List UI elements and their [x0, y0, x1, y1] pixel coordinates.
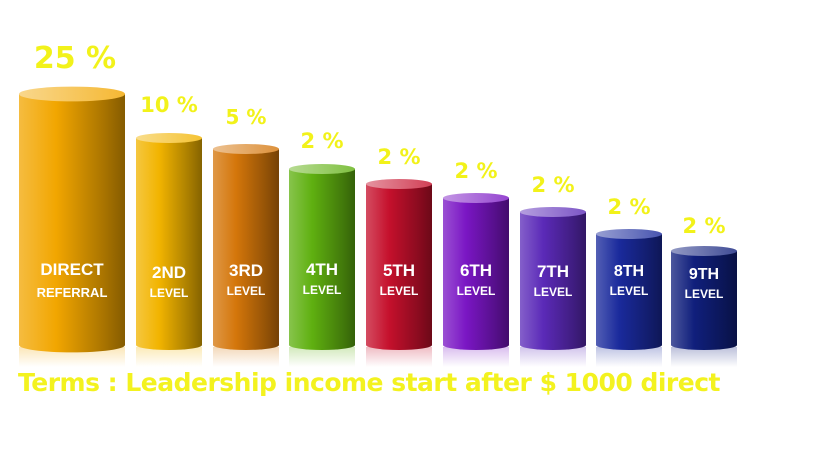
- bar-7: [520, 212, 586, 350]
- value-label-1: 25 %: [34, 41, 116, 76]
- bar-2: [136, 138, 202, 350]
- bar-3: [213, 149, 279, 350]
- value-label-6: 2 %: [455, 159, 498, 183]
- bar-group-6: 6TH LEVEL 2 %: [443, 159, 509, 367]
- bar-label-5-line2: LEVEL: [380, 284, 419, 298]
- bar-label-8-line2: LEVEL: [610, 284, 649, 298]
- bar-top-8: [596, 229, 662, 239]
- bar-group-7: 7TH LEVEL 2 %: [520, 173, 586, 367]
- bar-label-1-line2: REFERRAL: [37, 285, 108, 300]
- value-label-4: 2 %: [301, 129, 344, 153]
- bar-label-6-line1: 6TH: [460, 261, 492, 280]
- value-label-2: 10 %: [140, 93, 198, 117]
- bar-reflection-7: [520, 347, 586, 367]
- bar-group-4: 4TH LEVEL 2 %: [289, 129, 355, 367]
- bar-9: [671, 251, 737, 350]
- bar-top-1: [19, 86, 125, 102]
- bar-top-5: [366, 179, 432, 189]
- bar-label-3-line1: 3RD: [229, 261, 263, 280]
- bar-label-2-line1: 2ND: [152, 263, 186, 282]
- value-label-9: 2 %: [683, 214, 726, 238]
- bar-reflection-2: [136, 347, 202, 367]
- bar-group-3: 3RD LEVEL 5 %: [213, 105, 279, 367]
- terms-text: Terms : Leadership income start after $ …: [18, 368, 720, 397]
- bar-label-6-line2: LEVEL: [457, 284, 496, 298]
- value-label-8: 2 %: [608, 195, 651, 219]
- bar-label-4-line2: LEVEL: [303, 283, 342, 297]
- bars-layer: DIRECT REFERRAL 25 % 2ND LEVEL 10 % 3RD LEVEL 5 …: [19, 41, 737, 367]
- bar-label-1-line1: DIRECT: [40, 260, 104, 279]
- bar-label-4-line1: 4TH: [306, 260, 338, 279]
- bar-group-1: DIRECT REFERRAL 25 %: [19, 41, 125, 367]
- bar-5: [366, 184, 432, 350]
- bar-top-4: [289, 164, 355, 174]
- bar-label-8-line1: 8TH: [614, 263, 644, 280]
- value-label-7: 2 %: [532, 173, 575, 197]
- bar-group-9: 9TH LEVEL 2 %: [671, 214, 737, 367]
- bar-reflection-9: [671, 347, 737, 367]
- bar-reflection-6: [443, 347, 509, 367]
- bar-top-3: [213, 144, 279, 154]
- bar-label-7-line1: 7TH: [537, 262, 569, 281]
- bar-reflection-4: [289, 347, 355, 367]
- bar-top-6: [443, 193, 509, 203]
- bar-reflection-1: [19, 347, 125, 367]
- value-label-5: 2 %: [378, 145, 421, 169]
- bar-reflection-3: [213, 347, 279, 367]
- bar-4: [289, 169, 355, 350]
- bar-1: [19, 94, 125, 353]
- bar-top-2: [136, 133, 202, 143]
- bar-group-5: 5TH LEVEL 2 %: [366, 145, 432, 367]
- bar-group-8: 8TH LEVEL 2 %: [596, 195, 662, 367]
- bar-top-7: [520, 207, 586, 217]
- bar-group-2: 2ND LEVEL 10 %: [136, 93, 202, 367]
- bar-reflection-8: [596, 347, 662, 367]
- bar-label-5-line1: 5TH: [383, 261, 415, 280]
- bar-label-2-line2: LEVEL: [150, 286, 189, 300]
- bar-6: [443, 198, 509, 350]
- bar-reflection-5: [366, 347, 432, 367]
- bar-label-3-line2: LEVEL: [227, 284, 266, 298]
- bar-label-7-line2: LEVEL: [534, 285, 573, 299]
- bar-label-9-line1: 9TH: [689, 266, 719, 283]
- value-label-3: 5 %: [226, 105, 267, 129]
- bar-top-9: [671, 246, 737, 256]
- bar-8: [596, 234, 662, 350]
- bar-label-9-line2: LEVEL: [685, 287, 724, 301]
